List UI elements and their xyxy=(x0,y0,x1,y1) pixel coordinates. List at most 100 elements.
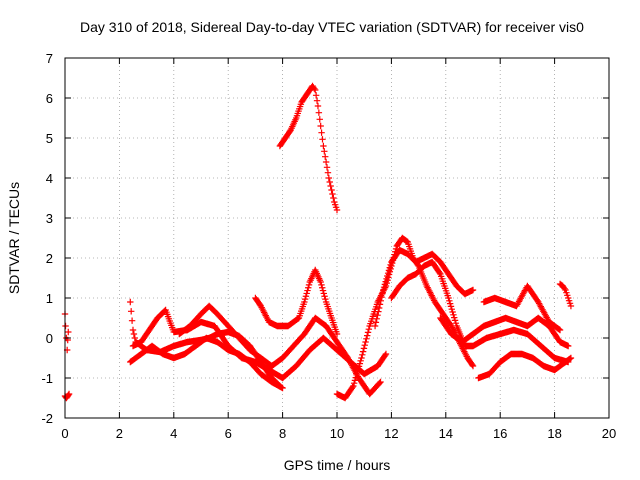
data-point xyxy=(318,281,325,289)
data-point xyxy=(381,281,389,288)
data-point xyxy=(65,390,73,398)
data-point xyxy=(452,320,460,327)
data-point xyxy=(446,297,453,304)
data-point xyxy=(384,270,392,277)
data-point xyxy=(450,311,457,318)
data-point xyxy=(355,363,363,370)
data-point xyxy=(312,86,319,94)
data-point xyxy=(304,287,311,294)
data-point xyxy=(384,272,391,280)
y-tick-label: -2 xyxy=(41,411,53,426)
data-point xyxy=(330,194,337,202)
data-point xyxy=(373,315,380,322)
data-point xyxy=(469,362,477,370)
data-point xyxy=(469,361,476,369)
data-point xyxy=(359,351,366,358)
data-point xyxy=(322,295,329,303)
data-point xyxy=(65,391,72,399)
data-point xyxy=(567,302,575,310)
data-point xyxy=(353,371,360,378)
data-point xyxy=(376,379,383,387)
data-point xyxy=(350,380,358,387)
data-point xyxy=(378,294,385,301)
data-point xyxy=(446,300,454,307)
data-point xyxy=(128,317,136,324)
data-point xyxy=(376,301,384,308)
data-point xyxy=(302,293,310,300)
y-tick-label: 4 xyxy=(46,171,53,186)
data-point xyxy=(327,182,334,190)
data-point xyxy=(364,329,372,336)
y-tick-label: 0 xyxy=(46,331,53,346)
x-tick-label: 14 xyxy=(439,426,453,441)
y-axis-label: SDTVAR / TECUs xyxy=(6,182,22,294)
data-point xyxy=(361,342,368,349)
grid-lines xyxy=(65,58,609,418)
series-arc-g xyxy=(252,266,341,338)
data-point xyxy=(305,284,312,291)
series-arc-f xyxy=(176,302,384,398)
data-point xyxy=(449,308,456,316)
data-point xyxy=(131,334,139,342)
data-point xyxy=(130,330,138,338)
data-point xyxy=(315,109,323,116)
data-point xyxy=(448,306,455,313)
data-point xyxy=(359,348,367,355)
series-arc-d xyxy=(127,334,286,392)
x-axis-label: GPS time / hours xyxy=(284,457,391,473)
data-point xyxy=(377,297,384,304)
data-point xyxy=(318,129,325,136)
data-point xyxy=(349,384,356,391)
data-point xyxy=(311,85,318,92)
data-point xyxy=(374,312,381,319)
data-point xyxy=(383,275,390,282)
data-point xyxy=(377,378,384,386)
y-tick-label: -1 xyxy=(41,371,53,386)
data-point xyxy=(317,278,324,286)
data-point xyxy=(322,158,330,166)
data-point xyxy=(382,350,390,358)
series-arc-n xyxy=(480,282,564,334)
x-tick-label: 8 xyxy=(279,426,286,441)
data-point xyxy=(316,116,323,123)
data-point xyxy=(380,286,387,294)
series-arc-a xyxy=(61,310,72,354)
data-point xyxy=(379,290,386,297)
data-point xyxy=(565,342,572,350)
series-arc-k xyxy=(388,258,572,366)
data-point xyxy=(354,368,361,376)
data-point xyxy=(352,374,359,381)
data-point xyxy=(312,92,320,99)
data-point xyxy=(127,308,135,315)
x-tick-label: 20 xyxy=(602,426,616,441)
data-point xyxy=(305,281,313,289)
x-tick-label: 0 xyxy=(61,426,68,441)
data-point xyxy=(321,293,328,300)
data-point xyxy=(328,186,335,194)
data-point xyxy=(333,206,341,214)
data-point xyxy=(320,290,327,297)
y-tick-label: 1 xyxy=(46,291,53,306)
data-point xyxy=(371,322,379,330)
data-point xyxy=(375,308,382,315)
data-point xyxy=(362,338,369,346)
data-point xyxy=(451,317,459,324)
data-point xyxy=(279,384,286,392)
data-point xyxy=(451,314,458,321)
x-tick-label: 12 xyxy=(384,426,398,441)
data-point xyxy=(363,335,370,342)
data-point xyxy=(382,278,389,285)
data-point xyxy=(303,290,310,297)
data-point xyxy=(301,295,309,303)
x-tick-label: 16 xyxy=(493,426,507,441)
x-tick-label: 4 xyxy=(170,426,177,441)
data-point xyxy=(355,366,362,373)
data-point xyxy=(385,267,393,274)
data-point xyxy=(381,352,389,359)
data-point xyxy=(350,382,357,390)
y-tick-label: 7 xyxy=(46,51,53,66)
series-arc-b xyxy=(61,390,73,402)
data-point xyxy=(375,304,383,312)
series-arc-o xyxy=(556,280,575,310)
